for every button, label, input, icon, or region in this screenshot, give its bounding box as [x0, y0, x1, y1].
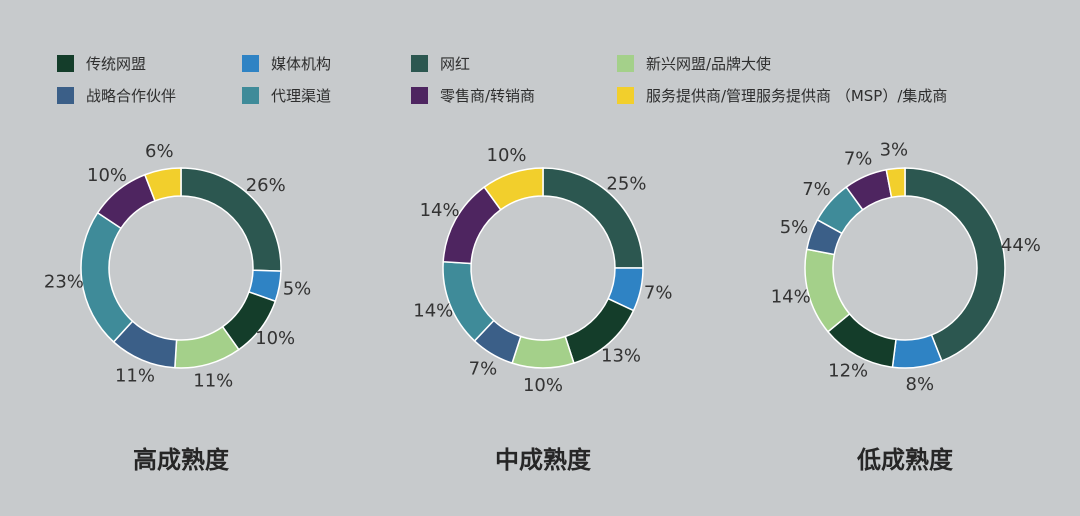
legend-label: 零售商/转销商	[440, 86, 536, 105]
legend-item-strategic-partner: 战略合作伙伴	[57, 84, 176, 106]
slice-percent-label: 11%	[115, 366, 155, 387]
slice-percent-label: 8%	[906, 374, 935, 395]
legend-label: 代理渠道	[271, 86, 332, 105]
slice-percent-label: 12%	[828, 360, 868, 381]
legend-item-agency-channel: 代理渠道	[242, 84, 331, 106]
legend-item-influencer: 网红	[411, 52, 470, 74]
legend-label: 服务提供商/管理服务提供商 （MSP）/集成商	[646, 86, 948, 105]
donut-chart-medium-maturity: 25% 7% 13% 10% 7% 14% 14% 10% 中成熟度	[413, 145, 672, 474]
slice-percent-label: 5%	[780, 217, 809, 238]
legend-swatch	[617, 54, 634, 72]
legend-swatch	[242, 54, 259, 72]
chart-title: 高成熟度	[133, 446, 230, 474]
slice-percent-label: 44%	[1001, 235, 1041, 256]
donut-slice	[885, 167, 906, 199]
slice-percent-label: 10%	[87, 165, 127, 186]
donut-slice	[143, 167, 182, 202]
legend-swatch	[411, 86, 428, 104]
slice-percent-label: 7%	[844, 149, 873, 170]
slice-percent-label: 26%	[246, 175, 286, 196]
donut-slice	[511, 335, 575, 369]
legend-label: 网红	[440, 54, 471, 73]
slice-percent-label: 14%	[771, 286, 811, 307]
slice-percent-label: 3%	[880, 140, 909, 161]
legend-item-emerging-affiliate: 新兴网盟/品牌大使	[617, 52, 771, 74]
legend-swatch	[617, 86, 634, 104]
slice-percent-label: 7%	[644, 283, 673, 304]
legend: 传统网盟 媒体机构 网红 新兴网盟/品牌大使 战略合作伙伴 代理渠道 零售商/转…	[0, 0, 1080, 120]
legend-label: 传统网盟	[86, 54, 147, 73]
slice-percent-label: 14%	[413, 300, 453, 321]
legend-label: 新兴网盟/品牌大使	[646, 54, 772, 73]
chart-title: 低成熟度	[856, 446, 954, 474]
slice-percent-label: 10%	[523, 375, 563, 396]
legend-swatch	[411, 54, 428, 72]
donut-slice	[904, 167, 1006, 362]
legend-label: 媒体机构	[271, 54, 332, 73]
slice-percent-label: 7%	[469, 359, 498, 380]
legend-item-service-provider: 服务提供商/管理服务提供商 （MSP）/集成商	[617, 84, 947, 106]
slice-percent-label: 23%	[44, 272, 84, 293]
slice-percent-label: 10%	[255, 328, 295, 349]
slice-percent-label: 7%	[802, 179, 831, 200]
legend-swatch	[242, 86, 259, 104]
slice-percent-label: 5%	[283, 279, 312, 300]
legend-label: 战略合作伙伴	[86, 86, 177, 105]
legend-item-media-agency: 媒体机构	[242, 52, 331, 74]
slice-percent-label: 25%	[606, 174, 646, 195]
slice-percent-label: 14%	[420, 200, 460, 221]
donut-slice	[483, 167, 544, 211]
slice-percent-label: 6%	[145, 141, 174, 162]
legend-swatch	[57, 86, 74, 104]
legend-item-traditional-affiliate: 传统网盟	[57, 52, 146, 74]
slice-percent-label: 10%	[487, 145, 527, 166]
legend-swatch	[57, 54, 74, 72]
slice-percent-label: 13%	[601, 346, 641, 367]
donut-chart-high-maturity: 26% 5% 10% 11% 11% 23% 10% 6% 高成熟度	[44, 141, 311, 474]
legend-item-retailer-reseller: 零售商/转销商	[411, 84, 535, 106]
donut-slice	[804, 248, 851, 333]
chart-title: 中成熟度	[495, 446, 592, 474]
donut-chart-low-maturity: 44% 8% 12% 14% 5% 7% 7% 3% 低成熟度	[771, 140, 1041, 474]
donut-slice	[80, 211, 134, 343]
slice-percent-label: 11%	[193, 370, 233, 391]
